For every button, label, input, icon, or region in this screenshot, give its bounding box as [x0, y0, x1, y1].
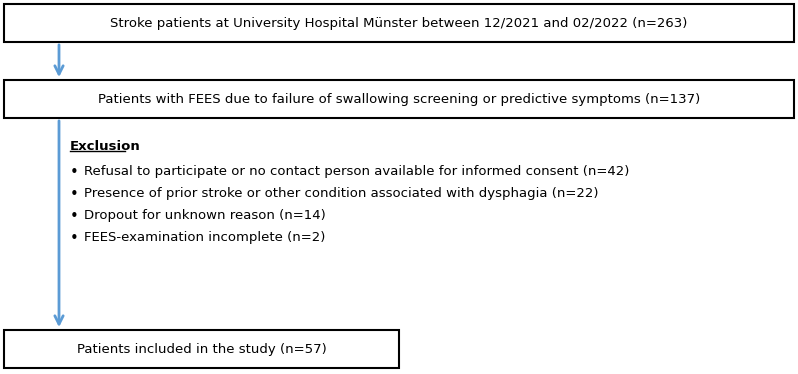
- Text: FEES-examination incomplete (n=2): FEES-examination incomplete (n=2): [84, 231, 326, 244]
- Text: Refusal to participate or no contact person available for informed consent (n=42: Refusal to participate or no contact per…: [84, 165, 630, 178]
- Text: •: •: [70, 231, 79, 246]
- Text: Patients included in the study (n=57): Patients included in the study (n=57): [77, 343, 326, 356]
- Text: •: •: [70, 209, 79, 224]
- Text: Stroke patients at University Hospital Münster between 12/2021 and 02/2022 (n=26: Stroke patients at University Hospital M…: [110, 16, 688, 30]
- FancyBboxPatch shape: [4, 330, 399, 368]
- Text: Dropout for unknown reason (n=14): Dropout for unknown reason (n=14): [84, 209, 326, 222]
- Text: •: •: [70, 165, 79, 180]
- FancyBboxPatch shape: [4, 4, 794, 42]
- Text: Exclusion: Exclusion: [70, 140, 140, 153]
- Text: Patients with FEES due to failure of swallowing screening or predictive symptoms: Patients with FEES due to failure of swa…: [98, 92, 700, 105]
- Text: Presence of prior stroke or other condition associated with dysphagia (n=22): Presence of prior stroke or other condit…: [84, 187, 598, 200]
- FancyBboxPatch shape: [4, 80, 794, 118]
- Text: •: •: [70, 187, 79, 202]
